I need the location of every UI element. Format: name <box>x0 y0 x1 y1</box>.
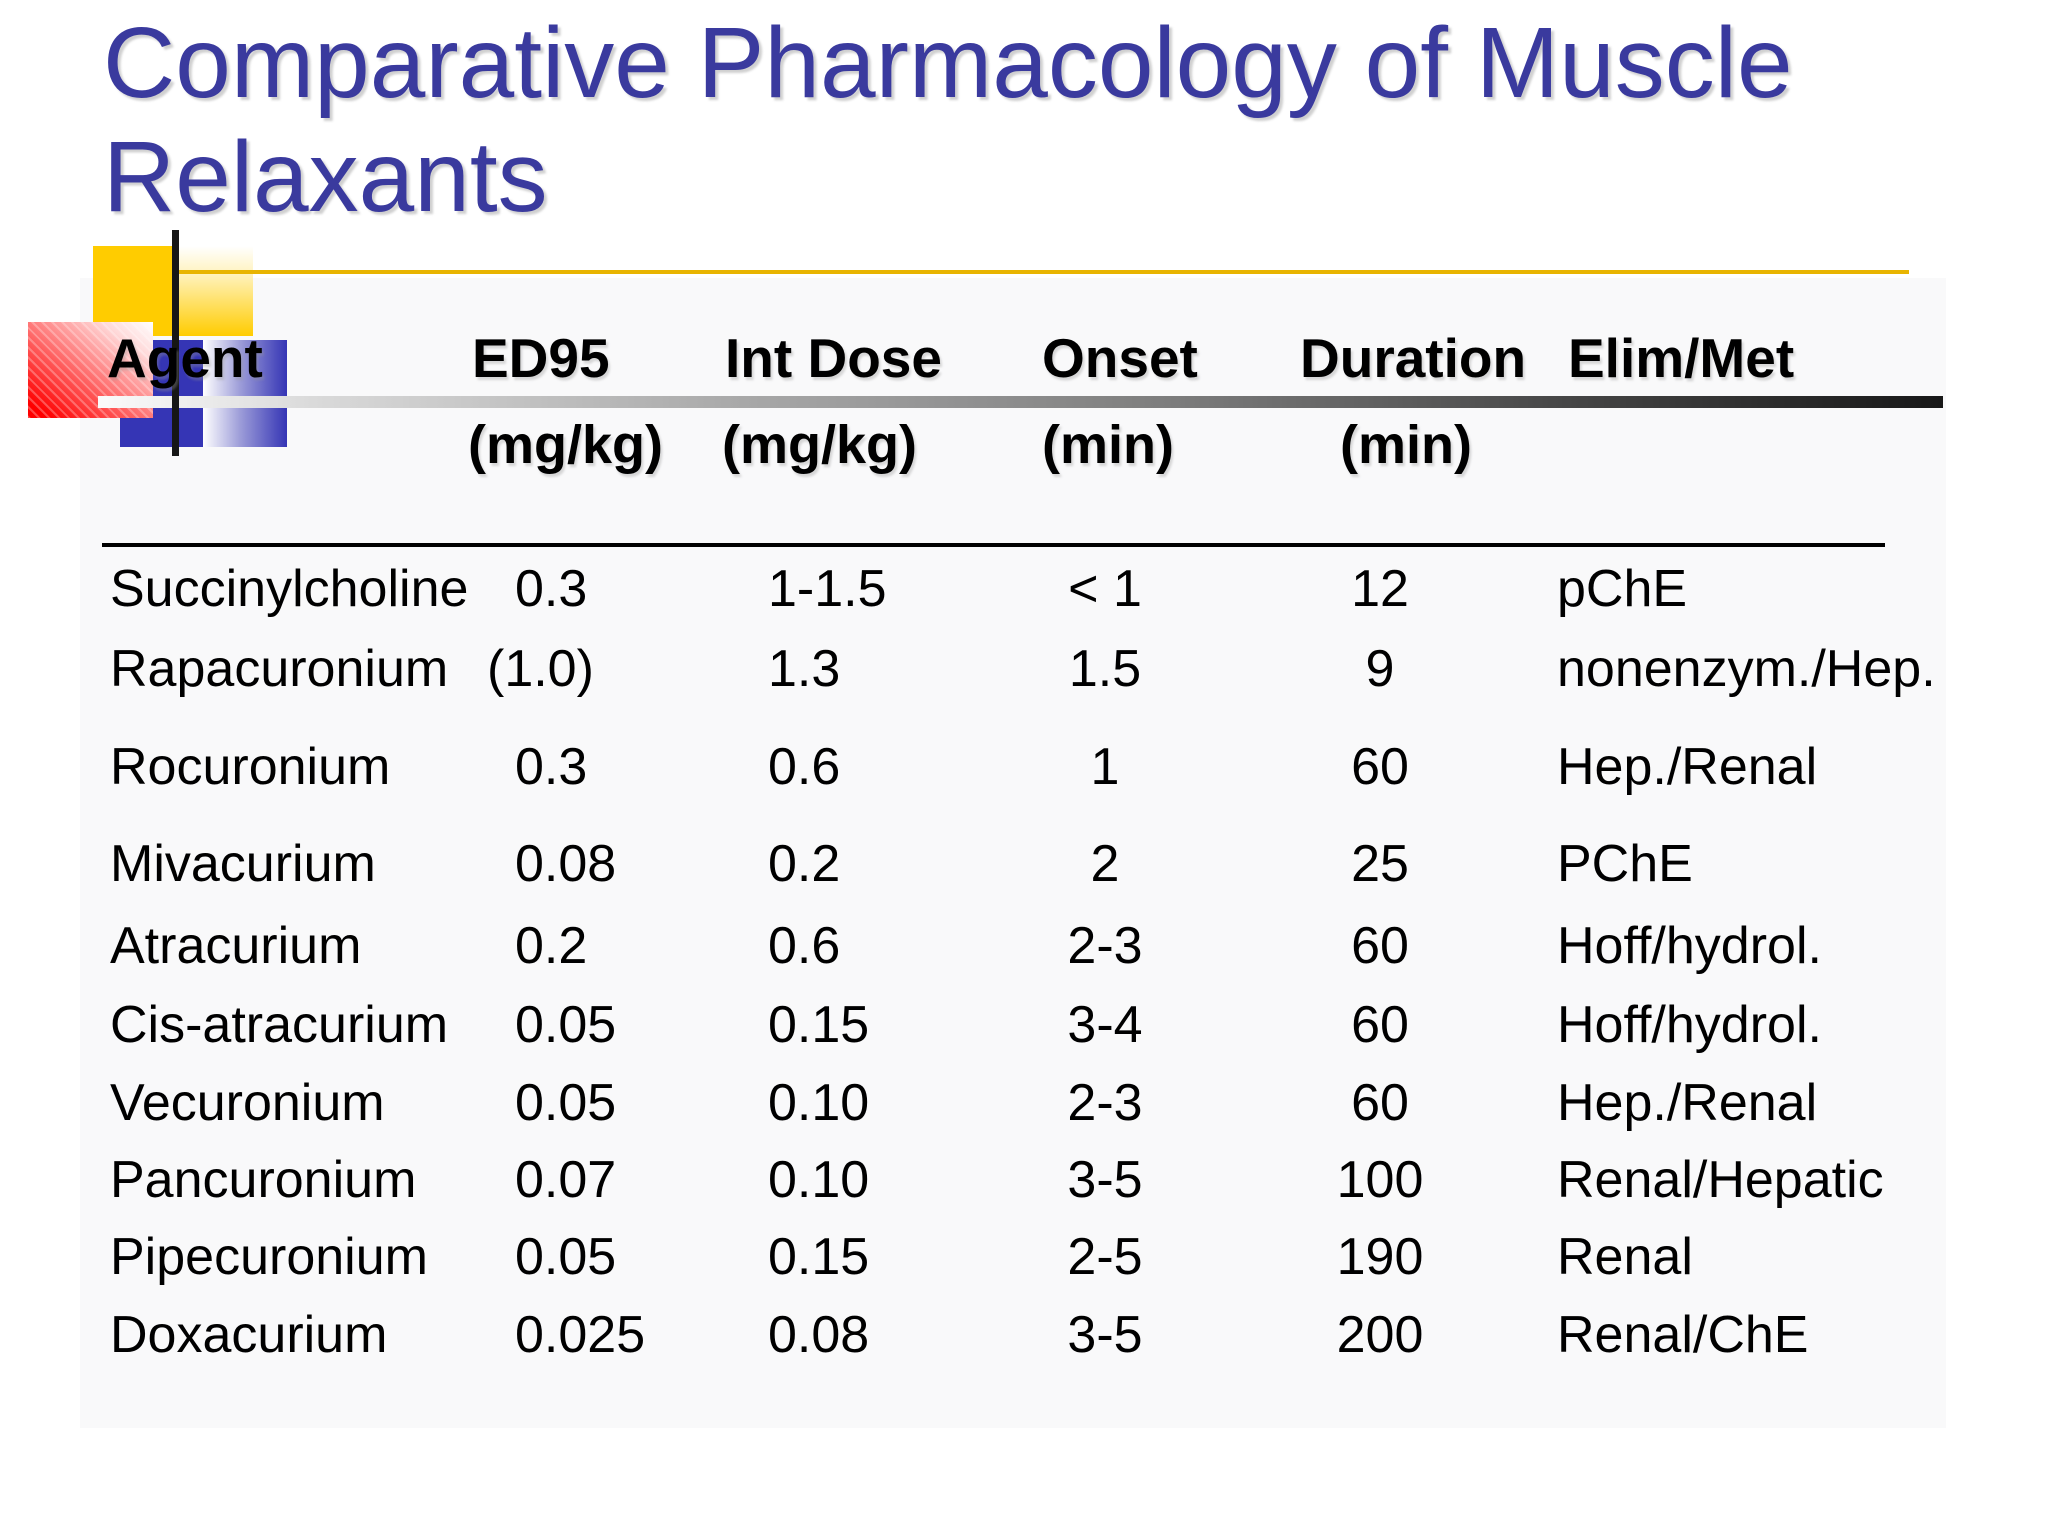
cell-ed95: 0.07 <box>515 1151 617 1209</box>
cell-elim-met: Renal/Hepatic <box>1557 1151 1884 1209</box>
cell-int-dose: 0.10 <box>768 1074 870 1132</box>
slide-title-line1: Comparative Pharmacology of Muscle <box>103 7 1793 119</box>
cell-agent: Pipecuronium <box>110 1228 428 1286</box>
cell-int-dose: 0.08 <box>768 1306 870 1364</box>
cell-ed95: 0.08 <box>515 835 617 893</box>
column-header-agent: Agent <box>107 327 263 389</box>
cell-agent: Atracurium <box>110 917 362 975</box>
cell-onset: 2-5 <box>1067 1228 1143 1286</box>
cell-onset: 3-4 <box>1067 996 1143 1054</box>
cell-duration: 12 <box>1351 560 1409 618</box>
cell-elim-met: Hep./Renal <box>1557 738 1818 796</box>
cell-elim-met: pChE <box>1557 560 1688 618</box>
cell-elim-met: PChE <box>1557 835 1693 893</box>
cell-onset: < 1 <box>1068 560 1142 618</box>
column-unit-ed95: (mg/kg) <box>468 415 663 475</box>
cell-elim-met: Hep./Renal <box>1557 1074 1818 1132</box>
table-row: Vecuronium 0.05 0.10 2-3 60 Hep./Renal <box>0 1073 2048 1133</box>
column-header-int-dose: Int Dose <box>725 327 942 389</box>
decor-blue-gradient-square <box>203 340 287 447</box>
column-header-elim-met: Elim/Met <box>1568 327 1795 389</box>
cell-ed95: (1.0) <box>487 640 594 698</box>
table-row: Doxacurium 0.025 0.08 3-5 200 Renal/ChE <box>0 1305 2048 1365</box>
slide-title: Comparative Pharmacology of Muscle Relax… <box>103 6 1793 234</box>
column-header-onset: Onset <box>1042 327 1198 389</box>
cell-agent: Succinylcholine <box>110 560 469 618</box>
column-unit-int-dose: (mg/kg) <box>722 415 917 475</box>
decor-yellow-gradient-square <box>174 246 253 336</box>
cell-duration: 25 <box>1351 835 1409 893</box>
cell-ed95: 0.2 <box>515 917 588 975</box>
table-row: Atracurium 0.2 0.6 2-3 60 Hoff/hydrol. <box>0 916 2048 976</box>
cell-duration: 60 <box>1351 738 1409 796</box>
cell-elim-met: Hoff/hydrol. <box>1557 917 1822 975</box>
cell-onset: 2 <box>1090 835 1120 893</box>
cell-int-dose: 0.6 <box>768 917 841 975</box>
cell-duration: 200 <box>1336 1306 1424 1364</box>
cell-ed95: 0.05 <box>515 996 617 1054</box>
table-row: Cis-atracurium 0.05 0.15 3-4 60 Hoff/hydrol. <box>0 995 2048 1055</box>
cell-agent: Doxacurium <box>110 1306 388 1364</box>
cell-duration: 100 <box>1336 1151 1424 1209</box>
cell-duration: 60 <box>1351 1074 1409 1132</box>
column-unit-onset: (min) <box>1042 415 1174 475</box>
cell-agent: Cis-atracurium <box>110 996 449 1054</box>
cell-elim-met: nonenzym./Hep. <box>1557 640 1936 698</box>
content-background <box>80 278 1946 1428</box>
cell-agent: Rapacuronium <box>110 640 449 698</box>
cell-int-dose: 0.10 <box>768 1151 870 1209</box>
decor-vertical-black-line <box>172 230 179 456</box>
cell-ed95: 0.05 <box>515 1228 617 1286</box>
cell-int-dose: 0.15 <box>768 1228 870 1286</box>
header-underline-gradient-bar <box>98 396 1943 408</box>
cell-agent: Pancuronium <box>110 1151 417 1209</box>
cell-onset: 3-5 <box>1067 1151 1143 1209</box>
cell-ed95: 0.025 <box>515 1306 646 1364</box>
cell-onset: 3-5 <box>1067 1306 1143 1364</box>
slide-title-line2: Relaxants <box>103 121 548 233</box>
cell-duration: 9 <box>1365 640 1395 698</box>
table-row: Rocuronium 0.3 0.6 1 60 Hep./Renal <box>0 737 2048 797</box>
table-row: Mivacurium 0.08 0.2 2 25 PChE <box>0 834 2048 894</box>
cell-int-dose: 0.6 <box>768 738 841 796</box>
cell-int-dose: 0.15 <box>768 996 870 1054</box>
table-row: Succinylcholine 0.3 1-1.5 < 1 12 pChE <box>0 559 2048 619</box>
cell-int-dose: 1.3 <box>768 640 841 698</box>
cell-ed95: 0.3 <box>515 738 588 796</box>
cell-int-dose: 1-1.5 <box>768 560 887 618</box>
cell-ed95: 0.3 <box>515 560 588 618</box>
cell-onset: 1 <box>1090 738 1120 796</box>
cell-elim-met: Hoff/hydrol. <box>1557 996 1822 1054</box>
cell-onset: 2-3 <box>1067 917 1143 975</box>
table-top-rule <box>102 543 1885 547</box>
decor-yellow-rule <box>176 270 1909 274</box>
column-header-ed95: ED95 <box>472 327 610 389</box>
cell-elim-met: Renal/ChE <box>1557 1306 1809 1364</box>
cell-onset: 2-3 <box>1067 1074 1143 1132</box>
cell-duration: 60 <box>1351 917 1409 975</box>
table-row: Rapacuronium (1.0) 1.3 1.5 9 nonenzym./Hep. <box>0 639 2048 699</box>
cell-ed95: 0.05 <box>515 1074 617 1132</box>
cell-onset: 1.5 <box>1068 640 1142 698</box>
cell-int-dose: 0.2 <box>768 835 841 893</box>
cell-duration: 60 <box>1351 996 1409 1054</box>
table-row: Pipecuronium 0.05 0.15 2-5 190 Renal <box>0 1227 2048 1287</box>
column-unit-duration: (min) <box>1340 415 1472 475</box>
column-header-duration: Duration <box>1300 327 1527 389</box>
cell-agent: Rocuronium <box>110 738 391 796</box>
cell-agent: Mivacurium <box>110 835 376 893</box>
table-row: Pancuronium 0.07 0.10 3-5 100 Renal/Hepatic <box>0 1150 2048 1210</box>
cell-duration: 190 <box>1336 1228 1424 1286</box>
decor-yellow-square <box>93 246 174 336</box>
cell-elim-met: Renal <box>1557 1228 1693 1286</box>
cell-agent: Vecuronium <box>110 1074 385 1132</box>
